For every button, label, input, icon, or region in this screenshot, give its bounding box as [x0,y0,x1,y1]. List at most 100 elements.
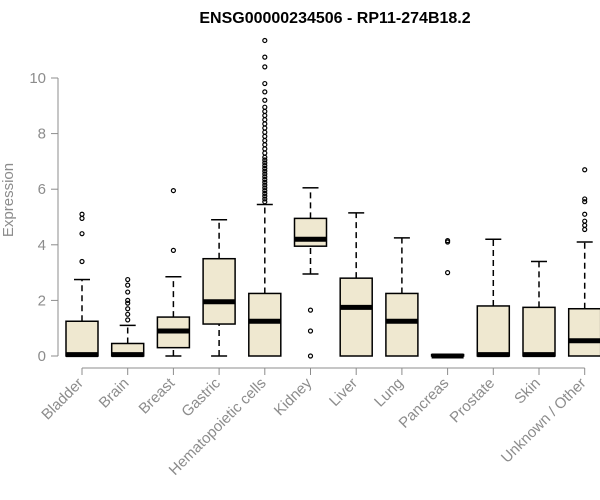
outlier-point [262,125,268,131]
outlier-point [582,167,588,173]
outlier-point [262,162,268,169]
outlier-point [307,328,314,334]
outlier-point [170,187,176,194]
box-group [522,260,556,358]
outlier-point [125,289,131,295]
plot-area [65,37,600,359]
outlier-point [262,150,268,156]
outlier-point [262,154,268,160]
x-tick-label: Bladder [38,375,87,424]
outlier-point [262,174,268,180]
box-group [430,238,465,359]
outlier-point [262,193,268,199]
outlier-point [262,160,268,166]
outlier-point [262,117,268,123]
outlier-point [262,121,268,127]
outlier-point [262,176,268,183]
x-tick-label: Breast [136,374,179,417]
outlier-point [262,80,268,87]
outlier-point [262,142,268,148]
outlier-point [125,306,131,312]
box-group [293,187,328,359]
box-iqr [202,257,236,325]
outlier-point [582,222,588,228]
box-iqr [65,320,99,357]
box-iqr [567,307,600,357]
y-tick-label: 6 [38,181,46,198]
x-tick-label: Brain [96,375,133,412]
box-iqr [522,306,556,357]
outlier-point [445,238,451,244]
outlier-point [262,179,268,185]
outlier-point [262,137,268,144]
chart-title: ENSG00000234506 - RP11-274B18.2 [199,10,470,27]
outlier-point [262,168,268,174]
y-tick-label: 8 [38,126,46,143]
x-tick-label: Skin [511,375,544,408]
box-iqr [385,292,419,357]
outlier-point [125,282,131,288]
outlier-point [125,297,131,303]
box-group [110,276,145,358]
outlier-point [582,226,588,233]
outlier-point [262,187,268,194]
outlier-point [262,196,268,202]
y-tick-label: 10 [29,70,46,87]
x-tick-label: Liver [326,375,361,410]
outlier-point [582,199,588,205]
box-group [65,211,99,358]
outlier-point [262,108,268,114]
outlier-point [262,171,268,177]
outlier-point [262,199,268,205]
outlier-point [125,300,131,306]
box-group [202,219,236,357]
outlier-point [125,276,131,283]
outlier-point [125,317,131,323]
box-group [248,37,282,357]
outlier-point [307,307,314,313]
outlier-point [262,64,268,70]
outlier-point [262,37,268,44]
outlier-point [262,112,268,119]
outlier-point [79,215,85,221]
outlier-point [262,104,268,110]
outlier-point [125,311,131,317]
y-axis-label: Expression [0,163,17,237]
x-tick-label: Pancreas [396,375,453,432]
box-iqr [293,217,328,247]
y-tick-label: 2 [38,292,46,309]
outlier-point [582,218,588,224]
outlier-point [262,190,268,196]
y-axis: 0 2 4 6 8 10 [29,70,59,365]
outlier-point [445,270,451,276]
x-tick-label: Gastric [178,374,224,420]
outlier-point [262,157,268,163]
outlier-point [262,185,268,191]
x-tick-label: Lung [371,375,407,411]
x-tick-label: Unknown / Other [498,375,590,467]
outlier-point [582,196,588,202]
box-group [476,238,511,358]
outlier-point [262,97,268,103]
outlier-point [262,54,268,60]
outlier-point [582,211,588,217]
outlier-point [170,247,176,253]
outlier-point [262,182,268,188]
outlier-point [262,165,268,171]
outlier-point [307,353,314,359]
box-group [339,212,373,357]
box-iqr [339,277,373,357]
box-iqr [476,305,511,357]
outlier-point [262,146,268,152]
outlier-point [262,89,268,95]
outlier-point [79,211,85,217]
box-group [567,167,600,357]
box-group [385,237,419,357]
x-tick-label: Kidney [271,374,316,419]
outlier-point [79,258,85,265]
box-iqr [248,292,282,357]
y-tick-label: 4 [38,237,46,254]
